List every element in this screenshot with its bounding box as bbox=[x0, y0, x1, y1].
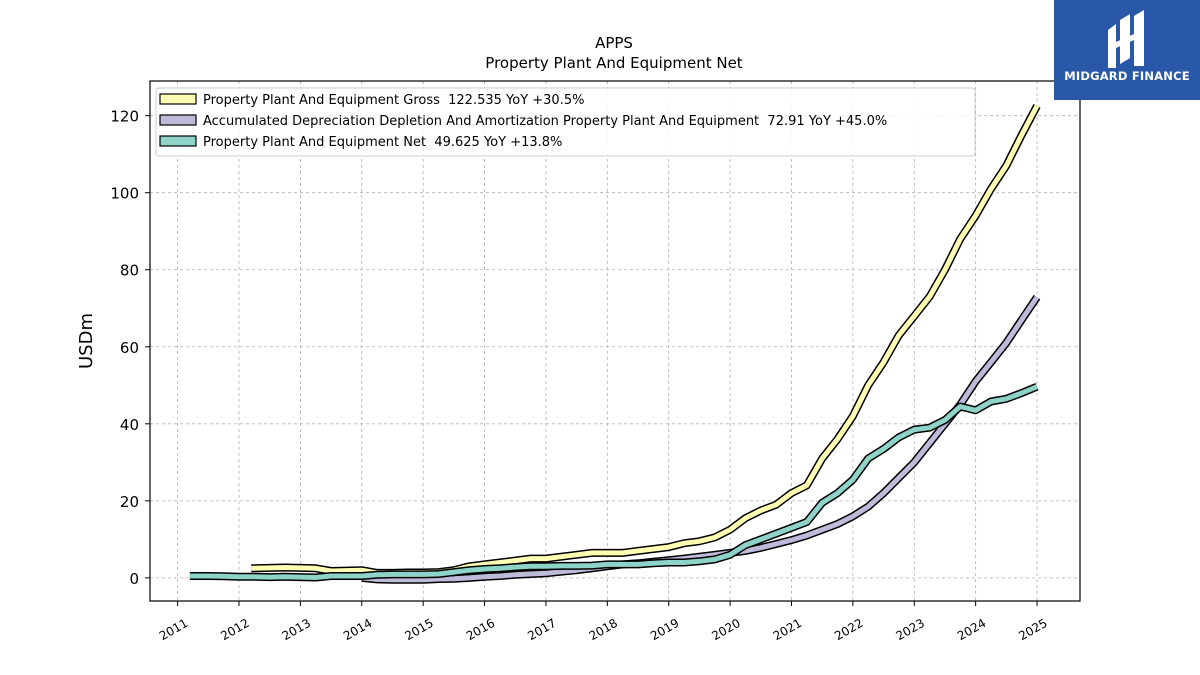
legend: Property Plant And Equipment Gross 122.5… bbox=[155, 87, 976, 157]
x-tick-label: 2021 bbox=[771, 616, 804, 643]
x-tick-label: 2018 bbox=[587, 616, 620, 643]
x-tick-label: 2023 bbox=[894, 616, 927, 643]
y-tick-label: 60 bbox=[120, 339, 139, 357]
legend-label-net: Property Plant And Equipment Net 49.625 … bbox=[203, 135, 562, 150]
plot-lines bbox=[189, 104, 1041, 584]
chart-title: APPS bbox=[595, 34, 633, 52]
series-line-gross-outline bbox=[251, 104, 1041, 577]
x-tick-label: 2012 bbox=[218, 616, 251, 643]
legend-entry-gross: Property Plant And Equipment Gross 122.5… bbox=[159, 93, 584, 108]
x-tick-label: 2013 bbox=[280, 616, 313, 643]
y-tick-label: 20 bbox=[120, 493, 139, 511]
series-line-net bbox=[189, 384, 1038, 580]
y-axis-label: USDm bbox=[76, 313, 97, 369]
x-tick-label: 2025 bbox=[1016, 616, 1049, 643]
legend-swatch-net bbox=[159, 135, 197, 147]
y-tick-label: 100 bbox=[110, 185, 139, 203]
x-tick-label: 2024 bbox=[955, 616, 988, 643]
legend-label-gross: Property Plant And Equipment Gross 122.5… bbox=[203, 93, 584, 108]
plot-frame bbox=[149, 80, 1081, 602]
x-tick-label: 2019 bbox=[648, 616, 681, 643]
legend-entry-net: Property Plant And Equipment Net 49.625 … bbox=[159, 135, 562, 150]
x-tick-label: 2014 bbox=[341, 616, 374, 643]
x-tick-label: 2015 bbox=[402, 616, 435, 643]
legend-label-depreciation: Accumulated Depreciation Depletion And A… bbox=[203, 114, 887, 129]
legend-box bbox=[155, 87, 976, 157]
chart-subtitle: Property Plant And Equipment Net bbox=[485, 54, 742, 72]
x-tick-label: 2022 bbox=[832, 616, 865, 643]
y-tick-label: 40 bbox=[120, 416, 139, 434]
y-tick-label: 80 bbox=[120, 262, 139, 280]
x-tick-label: 2020 bbox=[709, 616, 742, 643]
legend-swatch-gross bbox=[159, 93, 197, 105]
midgard-logo-icon bbox=[1108, 10, 1144, 68]
brand-name: MIDGARD FINANCE bbox=[1064, 69, 1190, 83]
y-tick-label: 120 bbox=[110, 108, 139, 126]
x-tick-label: 2011 bbox=[157, 616, 190, 643]
x-tick-label: 2016 bbox=[464, 616, 497, 643]
brand-logo: MIDGARD FINANCE bbox=[1054, 0, 1200, 100]
y-tick-label: 0 bbox=[129, 570, 139, 588]
series-line-net-outline bbox=[189, 383, 1039, 582]
series-line-gross bbox=[251, 104, 1040, 576]
legend-swatch-depreciation bbox=[159, 114, 197, 126]
grid-lines bbox=[150, 81, 1080, 601]
series-line-depreciation bbox=[361, 295, 1040, 583]
legend-entry-depreciation: Accumulated Depreciation Depletion And A… bbox=[159, 114, 887, 129]
x-tick-label: 2017 bbox=[525, 616, 558, 643]
